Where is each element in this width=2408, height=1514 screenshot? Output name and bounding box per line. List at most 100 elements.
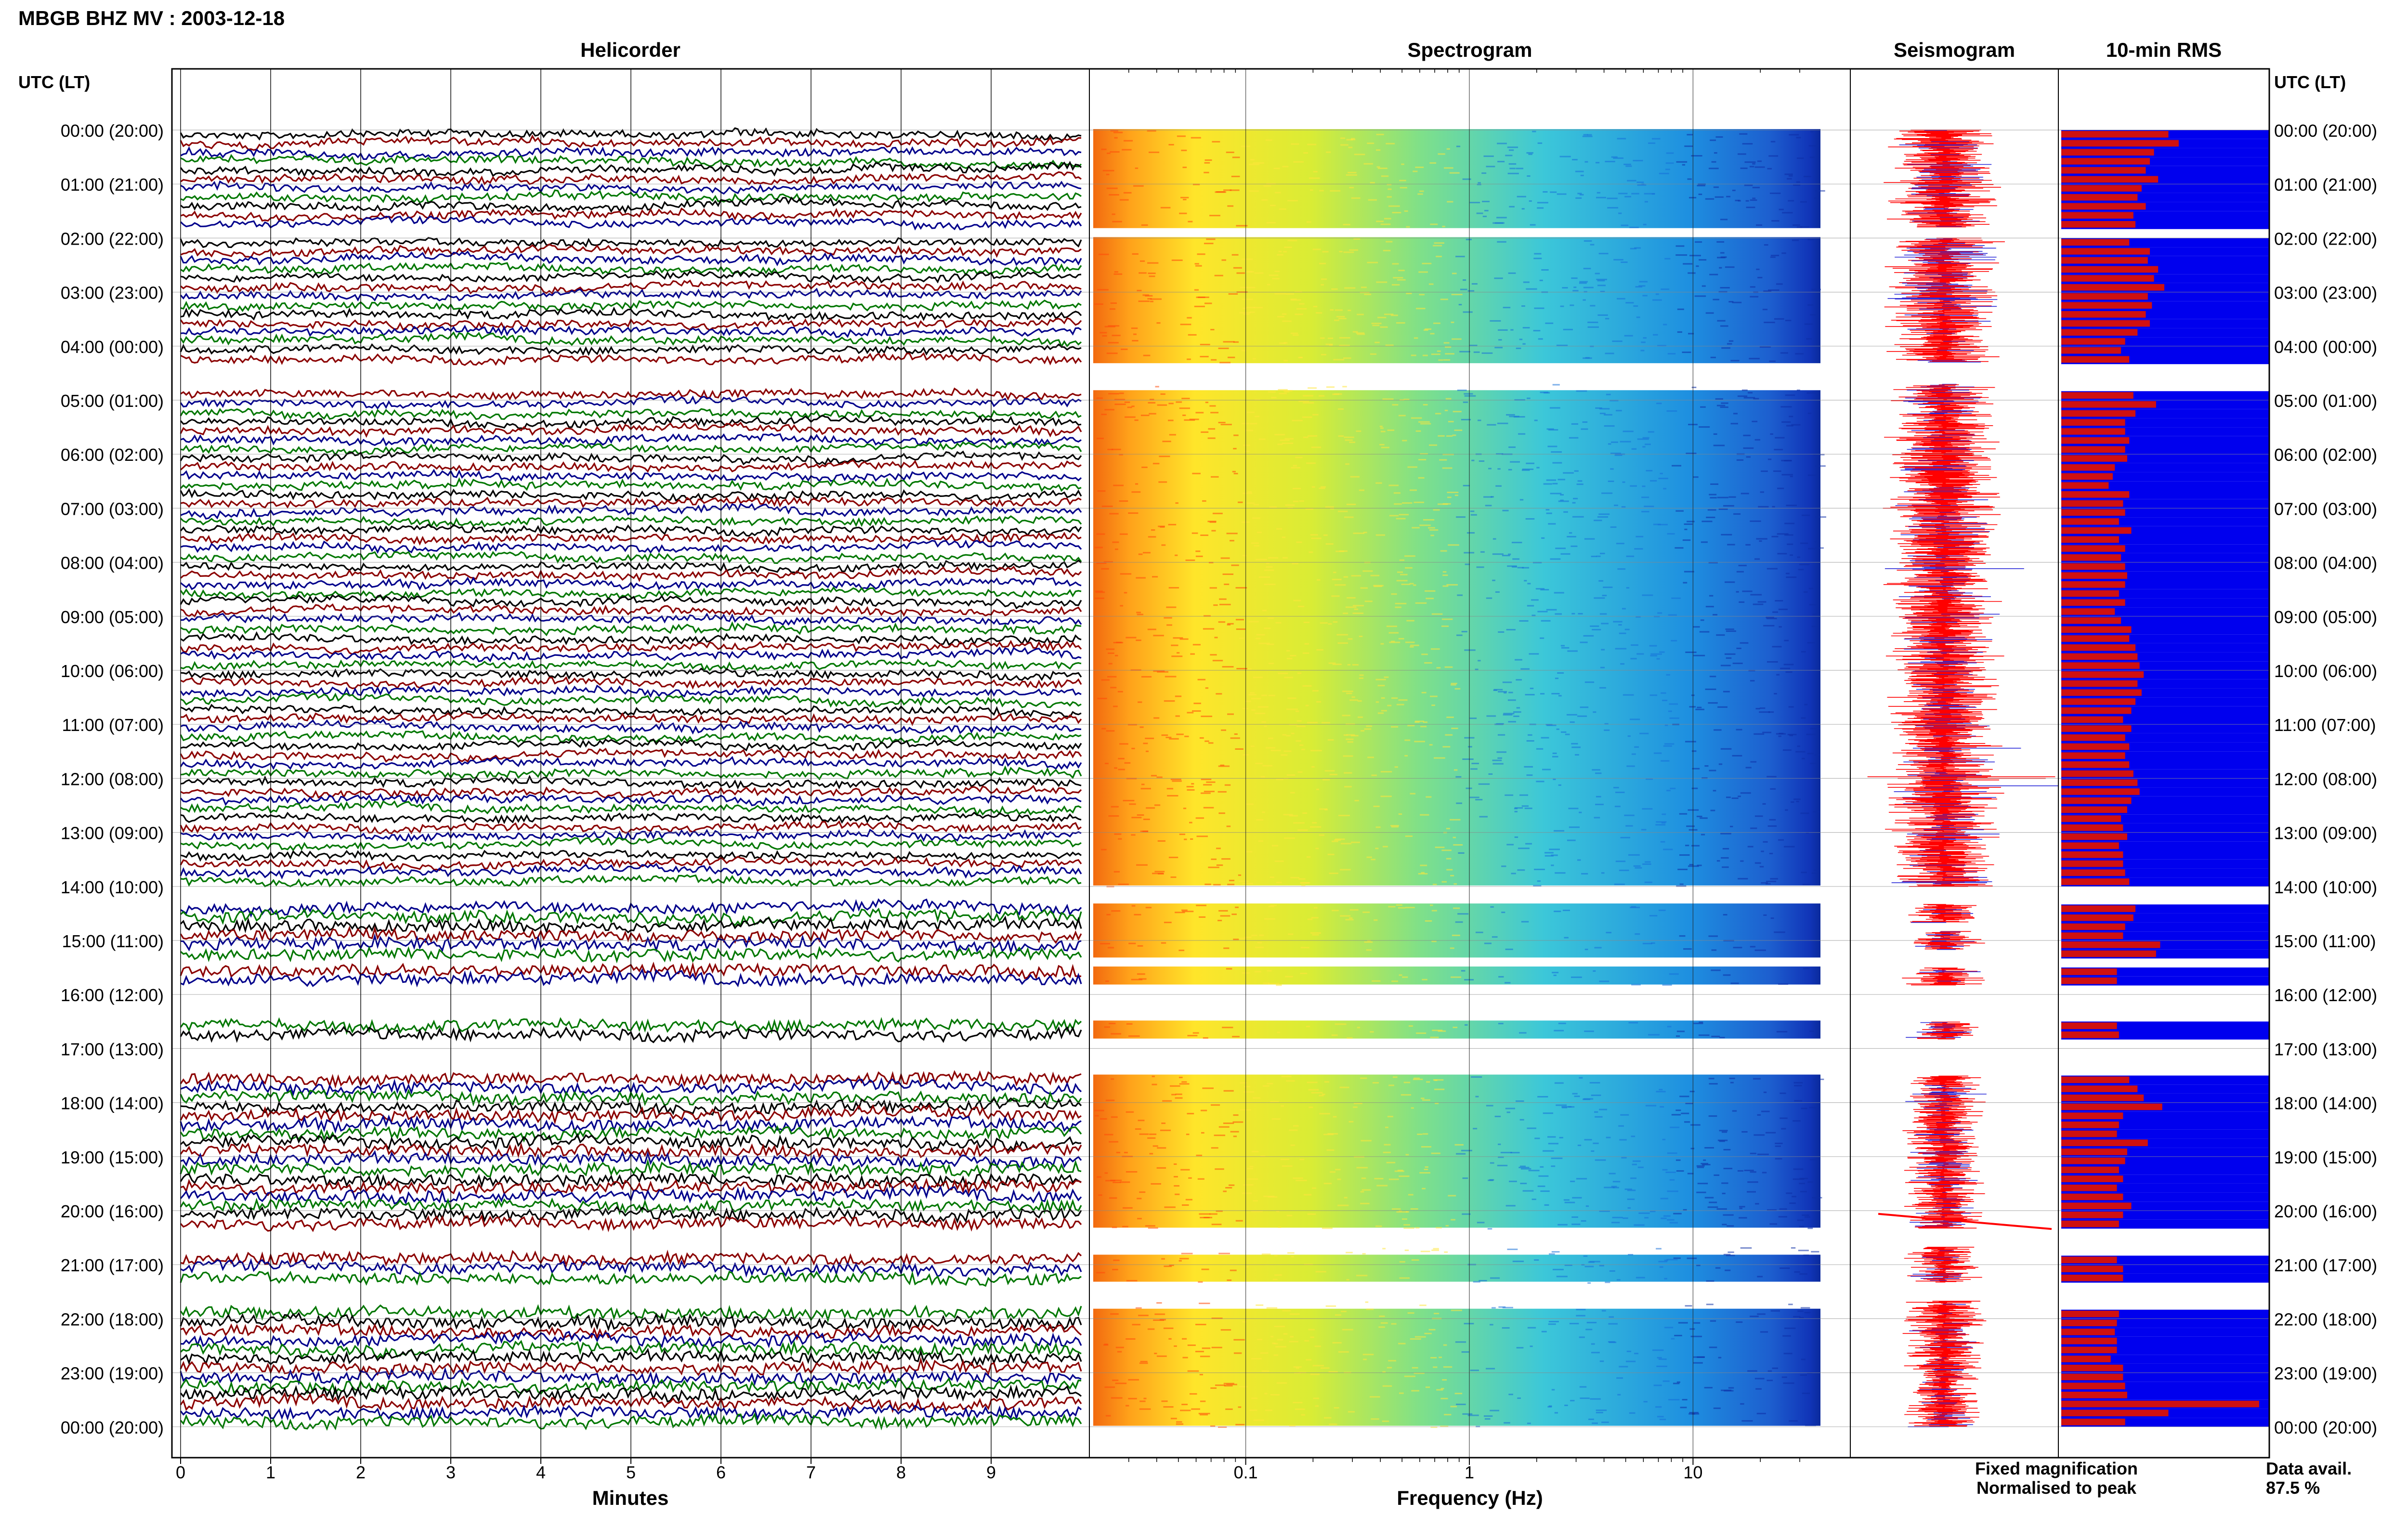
spectrogram-texture [1320, 622, 1328, 624]
spectrogram-texture [1452, 273, 1457, 274]
spectrogram-texture [1463, 279, 1466, 281]
spectrogram-texture [1743, 435, 1751, 436]
spectrogram-texture [1218, 422, 1226, 423]
spectrogram-texture [1748, 846, 1754, 848]
spectrogram-texture [1443, 571, 1447, 573]
spectrogram-texture [1709, 770, 1716, 771]
spectrogram-texture [1508, 469, 1512, 470]
spectrogram-texture [1199, 916, 1205, 918]
spectrogram-texture [1723, 505, 1734, 507]
spectrogram-texture [1351, 197, 1361, 199]
spectrogram-texture [1141, 783, 1145, 785]
spectrogram-texture [1772, 646, 1782, 647]
spectrogram-texture [1600, 613, 1607, 614]
spectrogram-texture [1798, 569, 1804, 570]
spectrogram-texture [1421, 1146, 1431, 1148]
spectrogram-texture [1552, 1389, 1555, 1390]
spectrogram-texture [1553, 384, 1560, 385]
spectrogram-texture [1690, 1124, 1701, 1126]
spectrogram-texture [1399, 415, 1406, 417]
spectrogram-texture [1598, 580, 1603, 582]
spectrogram-texture [1733, 513, 1741, 515]
spectrogram-texture [1282, 1165, 1293, 1167]
spectrogram-texture [1524, 580, 1527, 581]
spectrogram-texture [1605, 161, 1615, 162]
spectrogram-texture [1291, 299, 1301, 300]
spectrogram-texture [1272, 1118, 1281, 1120]
spectrogram-texture [1269, 506, 1277, 508]
spectrogram-texture [1658, 1261, 1667, 1262]
spectrogram-texture [1148, 536, 1156, 537]
spectrogram-texture [1732, 302, 1741, 303]
spectrogram-texture [1423, 1133, 1428, 1135]
spectrogram-texture [1433, 1367, 1437, 1368]
spectrogram-texture [1575, 197, 1582, 199]
spectrogram-texture [1583, 357, 1592, 359]
spectrogram-texture [1543, 191, 1547, 193]
spectrogram-texture [1699, 259, 1706, 261]
spectrogram-texture [1714, 186, 1719, 188]
spectrogram-texture [1264, 570, 1274, 571]
spectrogram-texture [1200, 356, 1208, 357]
spectrogram-texture [1290, 1336, 1294, 1337]
spectrogram-texture [1676, 1170, 1684, 1172]
spectrogram-texture [1319, 835, 1324, 836]
spectrogram-texture [1730, 360, 1739, 361]
spectrogram-texture [1236, 619, 1244, 620]
spectrogram-texture [1520, 1119, 1524, 1121]
spectrogram-texture [1710, 140, 1716, 141]
spectrogram-texture [1139, 1191, 1145, 1193]
spectrogram-texture [1371, 323, 1381, 324]
spectrogram-texture [1411, 354, 1416, 356]
spectrogram-texture [1619, 1366, 1628, 1368]
spectrogram-texture [1642, 446, 1645, 447]
spectrogram-texture [1201, 779, 1212, 780]
spectrogram-texture [1431, 353, 1440, 355]
spectrogram-texture [1573, 498, 1578, 499]
spectrogram-texture [1508, 721, 1516, 722]
spectrogram-texture [1769, 1223, 1777, 1225]
spectrogram-texture [1741, 792, 1751, 794]
spectrogram-texture [1662, 984, 1672, 986]
spectrogram-texture [1775, 1146, 1781, 1147]
spectrogram-texture [1495, 222, 1505, 224]
spectrogram-texture [1632, 1164, 1637, 1165]
spectrogram-texture [1666, 152, 1674, 154]
spectrogram-texture [1695, 241, 1702, 243]
spectrogram-texture [1750, 827, 1757, 829]
spectrogram-texture [1666, 1259, 1677, 1260]
spectrogram-texture [1393, 277, 1403, 278]
spectrogram-texture [1645, 201, 1648, 202]
spectrogram-texture [1357, 1167, 1368, 1168]
spectrogram-texture [1697, 816, 1702, 817]
spectrogram-texture [1098, 490, 1106, 492]
spectrogram-texture [1392, 1208, 1400, 1210]
spectrogram-texture [1412, 1259, 1419, 1261]
spectrogram-texture [1575, 754, 1579, 756]
spectrogram-texture [1534, 1259, 1539, 1261]
spectrogram-texture [1670, 1222, 1678, 1224]
spectrogram-texture [1644, 1401, 1648, 1402]
spectrogram-texture [1375, 679, 1386, 680]
spectrogram-texture [1625, 1188, 1632, 1190]
spectrogram-texture [1141, 467, 1148, 468]
spectrogram-texture [1518, 848, 1530, 849]
spectrogram-texture [1740, 1403, 1744, 1405]
spectrogram-texture [1346, 739, 1353, 740]
spectrogram-texture [1558, 695, 1562, 696]
spectrogram-texture [1685, 845, 1689, 846]
spectrogram-texture [1774, 693, 1777, 694]
spectrogram-texture [1345, 919, 1353, 920]
spectrogram-texture [1681, 1113, 1689, 1114]
spectrogram-texture [1139, 1362, 1148, 1364]
spectrogram-texture [1267, 1083, 1273, 1084]
spectrogram-texture [1769, 361, 1776, 362]
spectrogram-texture [1140, 1361, 1148, 1362]
spectrogram-texture [1411, 1208, 1418, 1210]
spectrogram-texture [1422, 1188, 1426, 1189]
spectrogram-texture [1644, 506, 1654, 507]
spectrogram-texture [1581, 429, 1588, 430]
spectrogram-texture [1613, 157, 1623, 159]
spectrogram-texture [1703, 1160, 1706, 1161]
spectrogram-texture [1433, 884, 1437, 885]
